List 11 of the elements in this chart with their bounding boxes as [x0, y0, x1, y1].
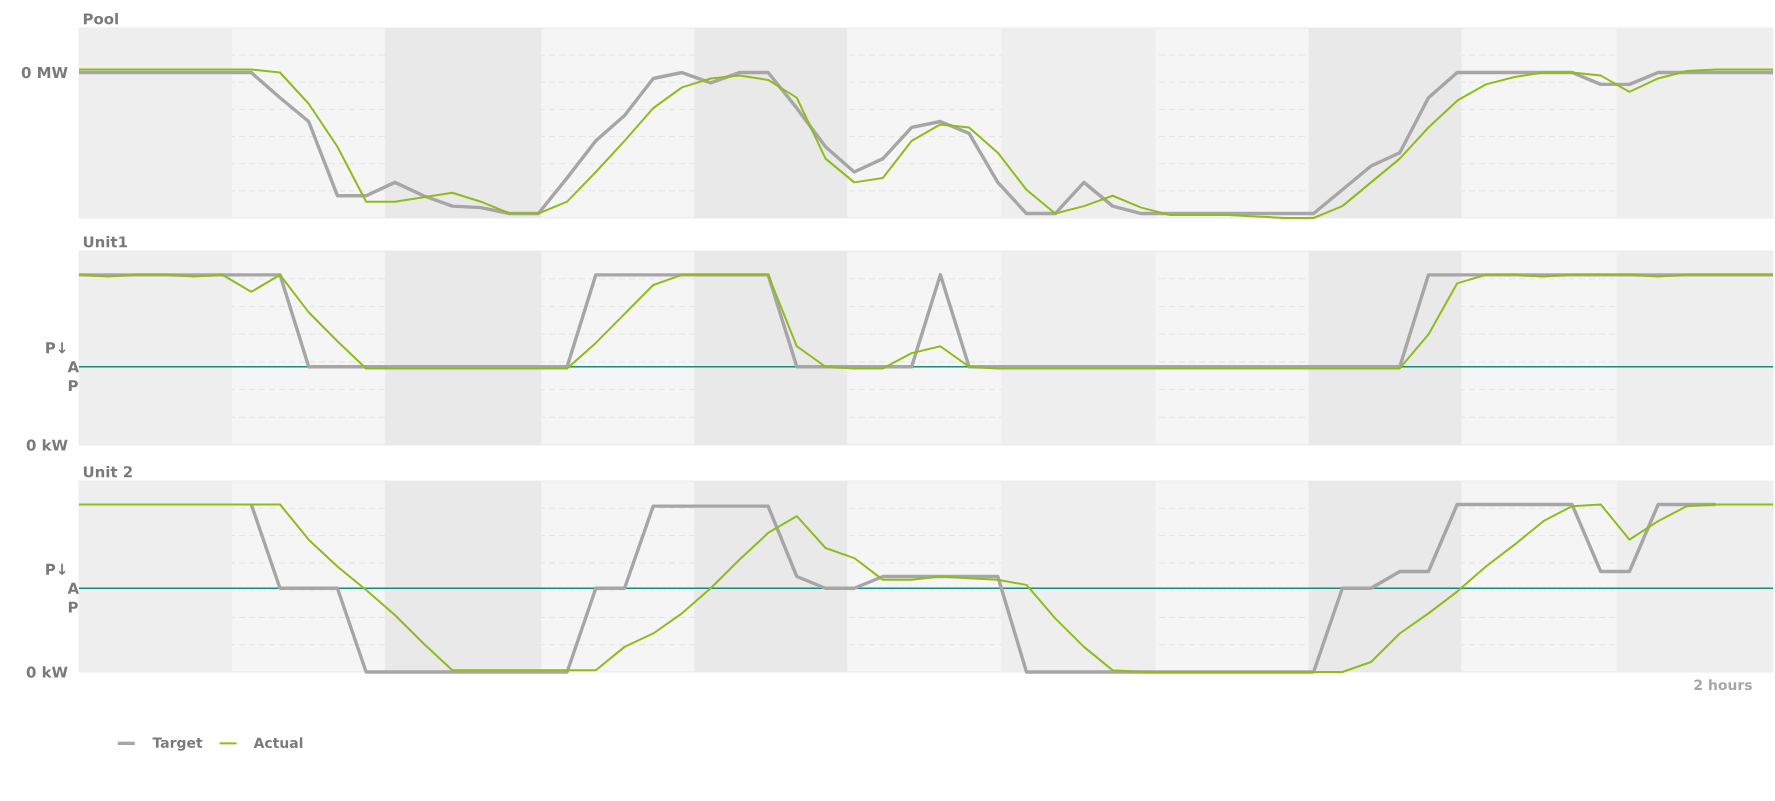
- text: 0 kW: [26, 439, 68, 451]
- legend-label: Actual: [253, 737, 303, 749]
- text: 0 kW: [26, 666, 68, 678]
- chart-title: Pool: [83, 12, 118, 25]
- chart-title: Unit1: [83, 235, 127, 248]
- ref-line-label: P↓ A P: [46, 563, 80, 613]
- ref-line-label: P↓ A P: [46, 342, 80, 392]
- text: 2 hours: [1694, 679, 1752, 691]
- chart-title: Unit 2: [83, 465, 132, 478]
- legend-label: Target: [152, 737, 203, 751]
- text: 0 MW: [21, 66, 68, 79]
